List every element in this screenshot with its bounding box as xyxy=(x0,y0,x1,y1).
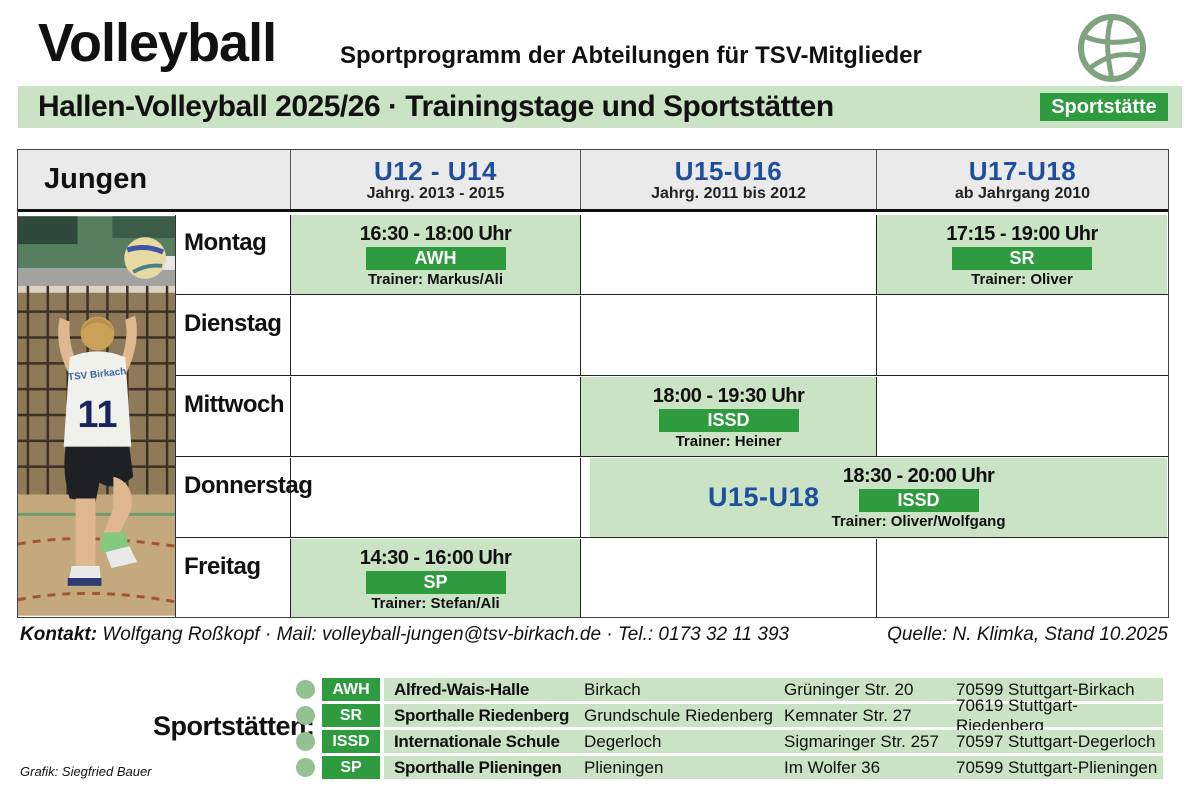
venue-city: 70599 Stuttgart-Birkach xyxy=(956,679,1135,699)
venue-district: Plieningen xyxy=(584,757,664,777)
table-row-dienstag: Dienstag xyxy=(176,296,1168,376)
group-header-cell: Jungen xyxy=(18,150,291,209)
venue-row-sr: SR Sporthalle Riedenberg Grundschule Rie… xyxy=(296,696,1163,735)
col-header-u12-u14: U12 - U14 Jahrg. 2013 - 2015 xyxy=(291,150,581,209)
bullet-dot-icon xyxy=(296,732,315,751)
venue-district: Birkach xyxy=(584,679,641,699)
empty-cell xyxy=(877,296,1167,375)
session-montag-u17: 17:15 - 19:00 Uhr SR Trainer: Oliver xyxy=(877,215,1167,294)
graphic-credit: Grafik: Siegfried Bauer xyxy=(20,764,152,779)
venue-badge-sr: SR xyxy=(952,247,1092,270)
session-trainer: Trainer: Oliver/Wolfgang xyxy=(831,513,1006,530)
empty-cell xyxy=(581,215,877,294)
venue-street: Im Wolfer 36 xyxy=(784,757,881,777)
venue-row-sp: SP Sporthalle Plieningen Plieningen Im W… xyxy=(296,756,1163,779)
day-label: Montag xyxy=(176,215,291,294)
venue-city: 70599 Stuttgart-Plieningen xyxy=(956,757,1158,777)
venue-row-issd: ISSD Internationale Schule Degerloch Sig… xyxy=(296,730,1163,753)
empty-cell xyxy=(877,539,1167,617)
day-label: Freitag xyxy=(176,539,291,617)
session-montag-u12: 16:30 - 18:00 Uhr AWH Trainer: Markus/Al… xyxy=(291,215,581,294)
contact-label: Kontakt: xyxy=(20,624,98,645)
sportstaette-badge: Sportstätte xyxy=(1040,93,1168,121)
age-group-label: U17-U18 xyxy=(968,156,1077,186)
venue-badge-issd: ISSD xyxy=(658,409,799,432)
venue-street: Grüninger Str. 20 xyxy=(784,679,914,699)
venue-district: Grundschule Riedenberg xyxy=(584,705,774,725)
venue-city: 70597 Stuttgart-Degerloch xyxy=(956,731,1156,751)
empty-cell xyxy=(581,296,877,375)
venue-name: Internationale Schule xyxy=(394,731,560,751)
contact-line: Kontakt: Wolfgang Roßkopf · Mail: volley… xyxy=(20,624,1168,646)
bullet-dot-icon xyxy=(296,680,315,699)
table-body: TSV Birkach 11 Montag 16:30 - 18:00 Uhr … xyxy=(18,215,1168,617)
session-trainer: Trainer: Stefan/Ali xyxy=(371,594,500,612)
empty-cell xyxy=(291,377,581,456)
session-time: 17:15 - 19:00 Uhr xyxy=(946,223,1098,245)
age-group-years: Jahrg. 2013 - 2015 xyxy=(366,185,505,202)
venue-badge-issd: ISSD xyxy=(322,730,380,753)
merged-age-group-label: U15-U18 xyxy=(708,482,820,512)
age-group-years: ab Jahrgang 2010 xyxy=(954,185,1091,202)
session-time: 16:30 - 18:00 Uhr xyxy=(359,223,512,245)
table-row-montag: Montag 16:30 - 18:00 Uhr AWH Trainer: Ma… xyxy=(176,215,1168,295)
venue-badge-sr: SR xyxy=(322,704,380,727)
venue-city: 70619 Stuttgart-Riedenberg xyxy=(956,695,1078,735)
venue-badge-awh: AWH xyxy=(322,678,380,701)
session-donnerstag-u15-u18: U15-U18 18:30 - 20:00 Uhr ISSD Trainer: … xyxy=(581,458,1167,537)
jersey-number: 11 xyxy=(78,393,118,435)
bullet-dot-icon xyxy=(296,758,315,777)
source-note: Quelle: N. Klimka, Stand 10.2025 xyxy=(887,624,1168,645)
table-header-row: Jungen U12 - U14 Jahrg. 2013 - 2015 U15-… xyxy=(18,150,1168,212)
venue-badge-sp: SP xyxy=(322,756,380,779)
venue-row-awh: AWH Alfred-Wais-Halle Birkach Grüninger … xyxy=(296,678,1163,701)
table-row-freitag: Freitag 14:30 - 16:00 Uhr SP Trainer: St… xyxy=(176,539,1168,617)
day-label: Dienstag xyxy=(176,296,291,375)
table-row-donnerstag: Donnerstag U15-U18 18:30 - 20:00 Uhr ISS… xyxy=(176,458,1168,538)
session-trainer: Trainer: Markus/Ali xyxy=(367,271,504,288)
empty-cell xyxy=(291,296,581,375)
page-subtitle: Sportprogramm der Abteilungen für TSV-Mi… xyxy=(340,42,922,69)
venue-name: Sporthalle Riedenberg xyxy=(394,705,570,725)
age-group-label: U12 - U14 xyxy=(374,156,497,186)
volleyball-icon xyxy=(1078,14,1146,82)
group-label: Jungen xyxy=(44,163,148,195)
session-time: 14:30 - 16:00 Uhr xyxy=(359,546,512,569)
age-group-label: U15-U16 xyxy=(674,156,783,186)
col-header-u17-u18: U17-U18 ab Jahrgang 2010 xyxy=(877,150,1168,209)
venue-badge-sp: SP xyxy=(365,570,506,594)
venue-street: Kemnater Str. 27 xyxy=(784,705,912,725)
venues-label: Sportstätten: xyxy=(153,711,315,741)
venue-name: Alfred-Wais-Halle xyxy=(394,679,530,699)
session-time: 18:00 - 19:30 Uhr xyxy=(652,385,805,407)
age-group-years: Jahrg. 2011 bis 2012 xyxy=(651,185,806,202)
player-photo: TSV Birkach 11 xyxy=(18,215,176,617)
page-title: Volleyball xyxy=(38,13,277,73)
banner: Hallen-Volleyball 2025/26 · Trainingstag… xyxy=(18,86,1182,128)
venue-badge-issd: ISSD xyxy=(858,489,979,512)
session-freitag-u12: 14:30 - 16:00 Uhr SP Trainer: Stefan/Ali xyxy=(291,539,581,617)
schedule-table: Jungen U12 - U14 Jahrg. 2013 - 2015 U15-… xyxy=(17,149,1169,618)
venue-name: Sporthalle Plieningen xyxy=(394,757,562,777)
empty-cell xyxy=(877,377,1167,456)
session-trainer: Trainer: Heiner xyxy=(675,433,782,450)
empty-cell xyxy=(291,458,581,537)
session-mittwoch-u15: 18:00 - 19:30 Uhr ISSD Trainer: Heiner xyxy=(581,377,877,456)
table-row-mittwoch: Mittwoch 18:00 - 19:30 Uhr ISSD Trainer:… xyxy=(176,377,1168,457)
venue-street: Sigmaringer Str. 257 xyxy=(784,731,939,751)
bullet-dot-icon xyxy=(296,706,315,725)
day-label: Mittwoch xyxy=(176,377,291,456)
venue-district: Degerloch xyxy=(584,731,662,751)
session-trainer: Trainer: Oliver xyxy=(971,271,1073,288)
banner-title: Hallen-Volleyball 2025/26 · Trainingstag… xyxy=(38,90,834,123)
empty-cell xyxy=(581,539,877,617)
session-time: 18:30 - 20:00 Uhr xyxy=(842,465,995,487)
day-label: Donnerstag xyxy=(176,458,313,537)
col-header-u15-u16: U15-U16 Jahrg. 2011 bis 2012 xyxy=(581,150,877,209)
contact-text: Wolfgang Roßkopf · Mail: volleyball-jung… xyxy=(97,624,790,645)
venue-badge-awh: AWH xyxy=(365,247,506,270)
